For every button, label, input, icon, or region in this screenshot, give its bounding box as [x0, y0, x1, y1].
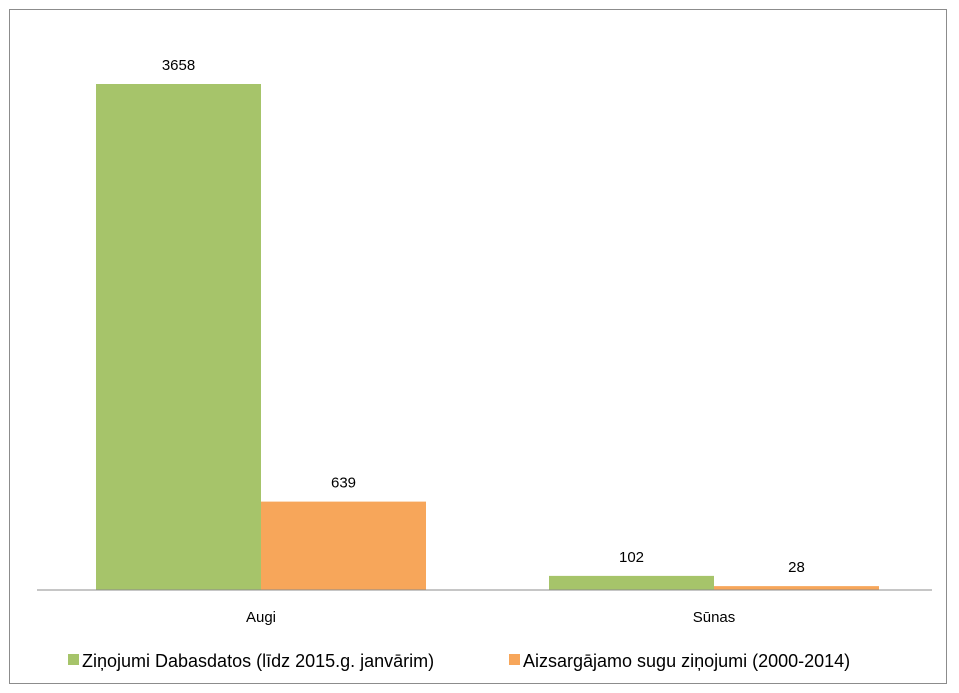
data-label: 102 [619, 549, 644, 566]
bar-augi-series-1 [96, 84, 261, 590]
legend-label-2: Aizsargājamo sugu ziņojumi (2000-2014) [523, 651, 850, 671]
legend-swatch-2 [509, 654, 520, 665]
data-label: 639 [331, 475, 356, 492]
legend-label-1: Ziņojumi Dabasdatos (līdz 2015.g. janvār… [82, 651, 434, 671]
bar-sūnas-series-2 [714, 586, 879, 590]
bar-augi-series-2 [261, 501, 426, 590]
data-label: 3658 [162, 57, 195, 74]
category-tick-labels: Augi Sūnas [246, 609, 735, 626]
legend-swatch-1 [68, 654, 79, 665]
bars-group [96, 84, 879, 590]
category-label: Augi [246, 609, 276, 626]
legend: Ziņojumi Dabasdatos (līdz 2015.g. janvār… [68, 651, 850, 671]
bar-sūnas-series-1 [549, 575, 714, 590]
data-labels-group: 3658 639 102 28 [162, 57, 805, 576]
category-label: Sūnas [693, 609, 736, 626]
data-label: 28 [788, 559, 805, 576]
